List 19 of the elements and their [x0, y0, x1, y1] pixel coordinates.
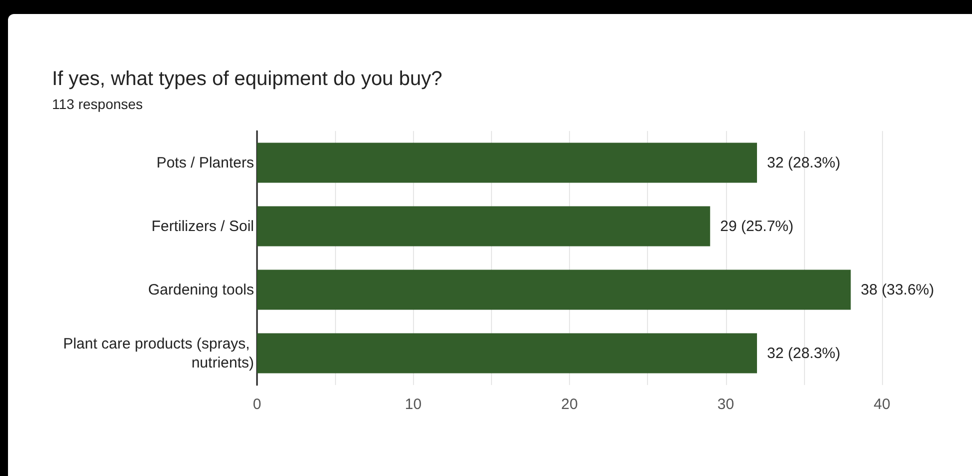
- data-label: 29 (25.7%): [720, 218, 794, 235]
- chart-title: If yes, what types of equipment do you buy?: [52, 68, 442, 90]
- x-tick-label: 10: [404, 396, 422, 413]
- y-tick-label: Gardening tools: [148, 281, 254, 298]
- y-tick-label: Fertilizers / Soil: [151, 218, 254, 235]
- x-tick-label: 20: [561, 396, 578, 413]
- text: 113 responses: [52, 96, 143, 112]
- bar: [257, 333, 757, 374]
- bar: [257, 270, 851, 310]
- y-tick-label: Pots / Planters: [156, 154, 254, 172]
- x-tick-label: 0: [252, 396, 262, 413]
- x-tick-label: 40: [874, 396, 890, 413]
- bar: [257, 142, 757, 183]
- bar: [257, 206, 710, 246]
- data-label: 32 (28.3%): [767, 154, 840, 172]
- data-label: 38 (33.6%): [860, 281, 934, 298]
- data-label: 32 (28.3%): [767, 344, 840, 362]
- x-tick-label: 30: [717, 396, 734, 413]
- y-tick-label: Plant care products (sprays, nutrients): [63, 335, 254, 372]
